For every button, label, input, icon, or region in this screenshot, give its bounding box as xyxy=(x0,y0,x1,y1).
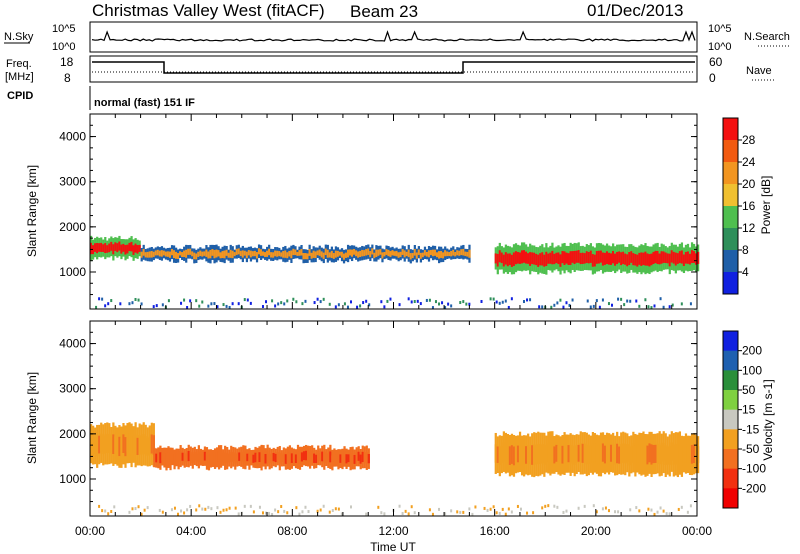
colorbar-segment xyxy=(723,429,738,450)
freq-tick-bottom: 8 xyxy=(64,71,71,85)
colorbar-tick-label: 16 xyxy=(742,199,756,213)
colorbar-segment xyxy=(723,468,738,489)
noise-trace xyxy=(91,30,696,42)
time-axis-label: Time UT xyxy=(370,540,416,554)
data-band xyxy=(494,431,700,478)
nsky-tick-bottom: 10^0 xyxy=(52,41,76,53)
x-tick-label: 20:00 xyxy=(581,524,611,538)
data-band xyxy=(494,242,700,275)
near-range-echoes xyxy=(98,504,692,517)
nave-tick-bottom: 0 xyxy=(709,71,716,85)
y-tick-label: 3000 xyxy=(59,175,86,189)
colorbar-tick-label: -50 xyxy=(742,442,760,456)
y-tick-label: 1000 xyxy=(59,472,86,486)
colorbar-tick-label: -200 xyxy=(742,481,766,495)
colorbar-segment xyxy=(723,228,738,251)
colorbar-segment xyxy=(723,331,738,352)
power-colorbar-label: Power [dB] xyxy=(759,176,773,235)
colorbar-tick-label: 28 xyxy=(742,133,756,147)
freq-unit: [MHz] xyxy=(5,71,34,83)
date-label: 01/Dec/2013 xyxy=(587,1,683,20)
freq-tick-top: 18 xyxy=(60,55,74,69)
colorbar-segment xyxy=(723,162,738,185)
colorbar-tick-label: 8 xyxy=(742,243,749,257)
near-range-echoes xyxy=(95,297,692,310)
colorbar-segment xyxy=(723,350,738,371)
data-band xyxy=(140,244,471,264)
freq-strip: Freq. [MHz] 18 8 60 0 Nave xyxy=(5,55,775,85)
colorbar-segment xyxy=(723,409,738,430)
x-tick-label: 16:00 xyxy=(480,524,510,538)
nsearch-tick-bottom: 10^0 xyxy=(708,41,732,53)
colorbar-tick-label: 20 xyxy=(742,177,756,191)
cpid-value: normal (fast) 151 IF xyxy=(94,97,195,109)
colorbar-segment xyxy=(723,184,738,207)
colorbar-tick-label: 15 xyxy=(742,403,756,417)
nave-label: Nave xyxy=(746,65,772,77)
y-tick-label: 1000 xyxy=(59,265,86,279)
colorbar-segment xyxy=(723,449,738,470)
velocity-colorbar: 200 100 50 15 -15 -50 -100 -200 Velocity [m s-1… xyxy=(722,330,775,509)
colorbar-tick-label: -100 xyxy=(742,462,766,476)
colorbar-segment xyxy=(723,140,738,163)
x-tick-label: 00:00 xyxy=(682,524,712,538)
colorbar-segment xyxy=(723,488,738,509)
power-panel: 1000 2000 3000 4000 Slant Range [km] xyxy=(25,113,700,310)
colorbar-tick-label: 4 xyxy=(742,265,749,279)
y-tick-label: 4000 xyxy=(59,337,86,351)
nsky-tick-top: 10^5 xyxy=(52,23,76,35)
noise-strip: N.Sky 10^5 10^0 10^5 10^0 N.Search xyxy=(4,21,790,53)
nsky-label: N.Sky xyxy=(4,31,34,43)
colorbar-tick-label: 12 xyxy=(742,221,756,235)
colorbar-segment xyxy=(723,390,738,411)
y-tick-label: 2000 xyxy=(59,427,86,441)
nsearch-tick-top: 10^5 xyxy=(708,23,732,35)
colorbar-segment xyxy=(723,206,738,229)
colorbar-tick-label: 24 xyxy=(742,155,756,169)
colorbar-segment xyxy=(723,250,738,273)
data-band xyxy=(90,235,141,262)
freq-trace xyxy=(92,61,695,74)
figure-title: Christmas Valley West (fitACF) xyxy=(92,1,325,20)
freq-label: Freq. xyxy=(6,58,32,70)
power-ylabel: Slant Range [km] xyxy=(25,165,39,257)
nave-tick-top: 60 xyxy=(709,55,723,69)
x-tick-label: 04:00 xyxy=(176,524,206,538)
y-tick-label: 4000 xyxy=(59,130,86,144)
data-band xyxy=(153,444,370,471)
nsearch-label: N.Search xyxy=(744,31,790,43)
power-data-layer xyxy=(90,235,700,310)
colorbar-tick-label: 100 xyxy=(742,363,762,377)
colorbar-tick-label: 50 xyxy=(742,383,756,397)
colorbar-tick-label: 200 xyxy=(742,344,762,358)
cpid-label: CPID xyxy=(7,90,33,102)
y-tick-label: 2000 xyxy=(59,220,86,234)
colorbar-segment xyxy=(723,272,738,295)
velocity-data-layer xyxy=(90,422,700,517)
y-tick-label: 3000 xyxy=(59,382,86,396)
velocity-panel: 1000 2000 3000 4000 00:00 04:00 08:00 12:00 16:… xyxy=(25,320,712,554)
x-tick-label: 08:00 xyxy=(277,524,307,538)
power-colorbar: 4 8 12 16 20 24 28 Power [dB] xyxy=(722,117,773,295)
velocity-ylabel: Slant Range [km] xyxy=(25,372,39,464)
colorbar-segment xyxy=(723,118,738,141)
beam-label: Beam 23 xyxy=(350,2,418,21)
data-band xyxy=(90,422,155,468)
velocity-colorbar-label: Velocity [m s-1] xyxy=(761,379,775,460)
colorbar-tick-label: -15 xyxy=(742,422,760,436)
x-tick-label: 12:00 xyxy=(378,524,408,538)
colorbar-segment xyxy=(723,370,738,391)
x-tick-label: 00:00 xyxy=(75,524,105,538)
